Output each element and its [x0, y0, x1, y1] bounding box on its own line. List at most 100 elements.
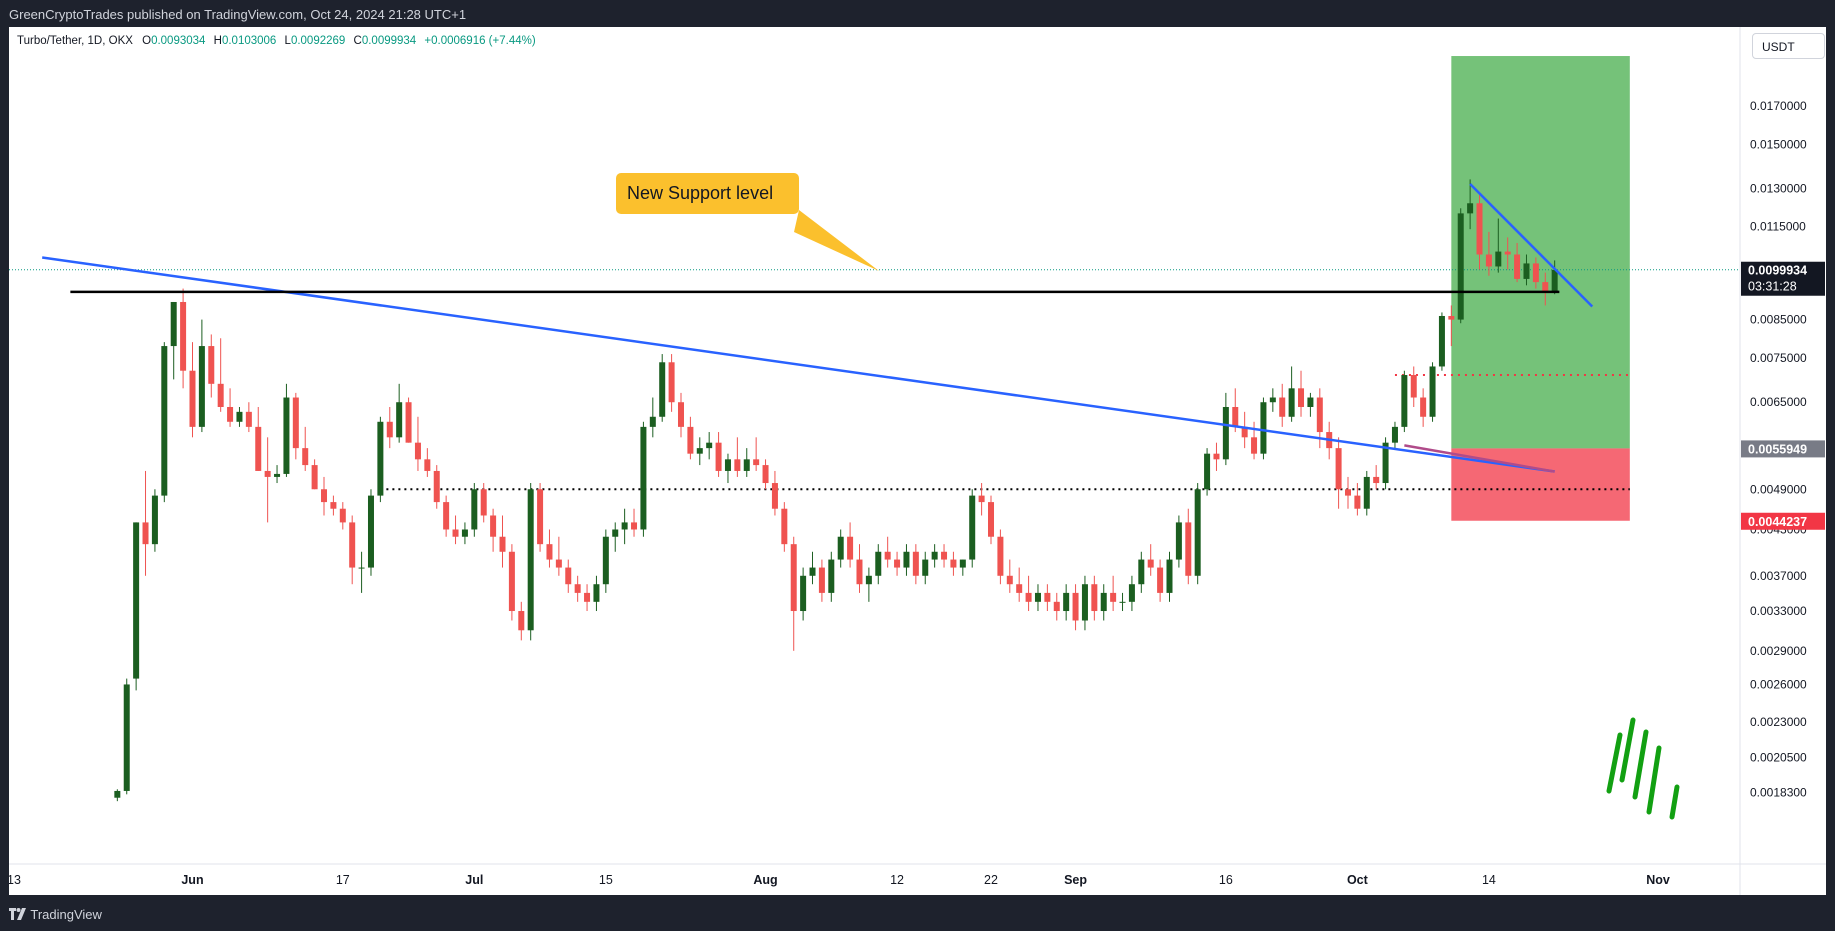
candle-body[interactable]	[743, 459, 750, 471]
candle-body[interactable]	[424, 459, 431, 471]
candle-body[interactable]	[480, 489, 487, 516]
candle-body[interactable]	[687, 426, 694, 454]
candle-body[interactable]	[1485, 254, 1492, 267]
candle-body[interactable]	[715, 442, 722, 471]
candle-body[interactable]	[1532, 263, 1539, 283]
candle-body[interactable]	[1232, 406, 1239, 427]
symbol-name[interactable]: Turbo/Tether, 1D, OKX	[17, 35, 133, 47]
candle-body[interactable]	[941, 551, 948, 560]
candle-body[interactable]	[903, 551, 910, 568]
candle-body[interactable]	[349, 522, 356, 568]
candle-body[interactable]	[865, 575, 872, 585]
candle-body[interactable]	[649, 416, 656, 427]
descending-trendline[interactable]	[42, 256, 1555, 473]
candle-body[interactable]	[1110, 592, 1117, 602]
candle-body[interactable]	[1091, 584, 1098, 612]
candle-body[interactable]	[1391, 426, 1398, 443]
candle-body[interactable]	[311, 465, 318, 490]
candle-body[interactable]	[1298, 388, 1305, 407]
candle-body[interactable]	[1260, 402, 1267, 454]
candle-body[interactable]	[1053, 601, 1060, 612]
candle-body[interactable]	[856, 559, 863, 585]
candle-body[interactable]	[640, 426, 647, 530]
candle-body[interactable]	[245, 411, 252, 427]
candle-body[interactable]	[1279, 397, 1286, 417]
candle-body[interactable]	[133, 522, 140, 679]
candle-body[interactable]	[771, 483, 778, 509]
candle-body[interactable]	[1119, 601, 1126, 603]
candle-body[interactable]	[1523, 263, 1530, 279]
candle-body[interactable]	[217, 383, 224, 407]
candle-body[interactable]	[621, 522, 628, 530]
candle-body[interactable]	[1363, 476, 1370, 509]
candle-body[interactable]	[499, 536, 506, 552]
candle-body[interactable]	[1344, 489, 1351, 496]
candle-body[interactable]	[358, 567, 365, 569]
candle-body[interactable]	[1251, 437, 1258, 454]
candle-body[interactable]	[912, 551, 919, 576]
candle-body[interactable]	[471, 489, 478, 530]
short-trendline[interactable]	[1469, 183, 1594, 308]
candle-body[interactable]	[1147, 559, 1154, 568]
candle-body[interactable]	[997, 536, 1004, 576]
candle-body[interactable]	[527, 489, 534, 631]
candle-body[interactable]	[1128, 584, 1135, 602]
candle-body[interactable]	[668, 362, 675, 403]
candle-body[interactable]	[800, 575, 807, 612]
candle-body[interactable]	[959, 559, 966, 568]
candle-body[interactable]	[1495, 251, 1502, 267]
candle-body[interactable]	[142, 522, 149, 545]
candle-body[interactable]	[1514, 254, 1521, 279]
candle-body[interactable]	[1016, 584, 1023, 593]
candle-body[interactable]	[602, 536, 609, 585]
candle-body[interactable]	[274, 473, 281, 477]
candle-body[interactable]	[1063, 592, 1070, 612]
candle-body[interactable]	[151, 495, 158, 545]
candle-body[interactable]	[292, 397, 299, 449]
candle-body[interactable]	[443, 502, 450, 530]
price-axis[interactable]: 0.0170000 0.0150000 0.0130000 0.0115000 0.00…	[1741, 99, 1825, 800]
time-axis[interactable]: 13 Jun 17 Jul 15 Aug 12 22 Sep 16 Oct 14 Nov	[9, 873, 1670, 887]
candle-body[interactable]	[1457, 213, 1464, 320]
chart-container[interactable]: Turbo/Tether, 1D, OKX O0.0093034 H0.0103…	[9, 27, 1826, 895]
candle-body[interactable]	[584, 592, 591, 602]
candle-body[interactable]	[330, 502, 337, 509]
candle-body[interactable]	[1044, 592, 1051, 602]
candle-body[interactable]	[696, 448, 703, 454]
candle-body[interactable]	[1429, 366, 1436, 417]
price-chart-svg[interactable]: New Support level 0.0170000 0.0150000 0.013…	[9, 27, 1826, 895]
candle-body[interactable]	[1194, 489, 1201, 576]
candle-body[interactable]	[1335, 448, 1342, 490]
candle-body[interactable]	[631, 522, 638, 530]
candle-body[interactable]	[884, 551, 891, 560]
candle-body[interactable]	[236, 411, 243, 422]
candle-body[interactable]	[283, 397, 290, 474]
candle-body[interactable]	[1213, 453, 1220, 460]
candle-body[interactable]	[1448, 315, 1455, 320]
candle-body[interactable]	[1138, 559, 1145, 585]
tradingview-logo[interactable]: TradingView	[9, 907, 102, 922]
candle-body[interactable]	[762, 465, 769, 484]
candle-body[interactable]	[339, 508, 346, 523]
candle-body[interactable]	[847, 536, 854, 560]
candle-body[interactable]	[461, 529, 468, 537]
candle-body[interactable]	[1467, 203, 1474, 214]
candle-body[interactable]	[818, 567, 825, 593]
candle-body[interactable]	[180, 301, 187, 371]
candle-body[interactable]	[1269, 397, 1276, 403]
candle-body[interactable]	[724, 459, 731, 471]
candle-body[interactable]	[875, 551, 882, 576]
candle-body[interactable]	[1288, 388, 1295, 417]
candle-body[interactable]	[950, 559, 957, 568]
candle-body[interactable]	[809, 567, 816, 576]
candle-body[interactable]	[555, 559, 562, 568]
candle-body[interactable]	[208, 346, 215, 384]
candle-body[interactable]	[922, 559, 929, 576]
candle-body[interactable]	[452, 529, 459, 537]
candle-body[interactable]	[1204, 453, 1211, 490]
candle-body[interactable]	[1157, 567, 1164, 593]
candle-body[interactable]	[1307, 397, 1314, 407]
candle-body[interactable]	[753, 459, 760, 466]
candle-body[interactable]	[1006, 575, 1013, 585]
candle-body[interactable]	[1504, 251, 1511, 255]
